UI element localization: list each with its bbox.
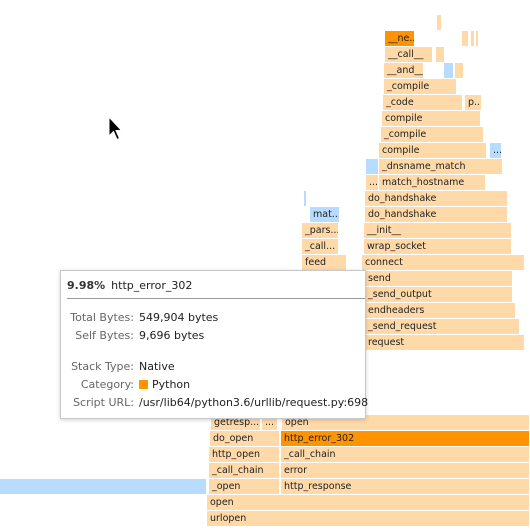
frame-_code[interactable]: _code: [383, 95, 463, 110]
frame-mat[interactable]: mat...: [310, 207, 340, 222]
frame-tiny-7[interactable]: [471, 31, 475, 46]
frame-tiny-6[interactable]: [462, 31, 469, 46]
frame-send[interactable]: send: [365, 271, 513, 286]
frame-compile-native[interactable]: ...: [490, 143, 502, 158]
frame-http_error_302[interactable]: http_error_302: [281, 431, 530, 446]
frame-tooltip: 9.98% http_error_302 Total Bytes: 549,904…: [60, 270, 369, 419]
frame-call-mid[interactable]: _call...: [302, 239, 339, 254]
frame-_call_chain-2[interactable]: _call_chain: [281, 447, 530, 462]
frame-urlopen[interactable]: urlopen: [207, 511, 530, 526]
frame-do_open[interactable]: do_open: [210, 431, 280, 446]
frame-send_request[interactable]: _send_request: [365, 319, 520, 334]
frame-ne[interactable]: __ne...: [385, 31, 415, 46]
tooltip-percentage: 9.98%: [67, 279, 106, 292]
frame-feed[interactable]: feed: [302, 255, 347, 270]
frame-match_hostname-dots[interactable]: ...: [366, 175, 379, 190]
frame-pars[interactable]: _pars...: [302, 223, 339, 238]
frame-compile-2[interactable]: compile: [382, 111, 481, 126]
frame-tiny-9[interactable]: [304, 191, 307, 206]
category-label: Category:: [80, 378, 134, 391]
frame-request[interactable]: request: [365, 335, 525, 350]
frame-tiny-8[interactable]: [476, 31, 479, 46]
frame-_call_chain-1[interactable]: _call_chain: [209, 463, 280, 478]
frame-and[interactable]: __and__: [384, 63, 424, 78]
frame-wrap_socket[interactable]: wrap_socket: [364, 239, 512, 254]
tooltip-stack-type-row: Stack Type: Native: [61, 360, 365, 376]
tooltip-header: 9.98% http_error_302: [67, 279, 192, 292]
mouse-pointer-icon: [108, 116, 122, 141]
frame-tiny-4[interactable]: [437, 15, 442, 30]
tooltip-total-bytes-row: Total Bytes: 549,904 bytes: [61, 311, 365, 327]
frame-open-native-left[interactable]: [0, 479, 207, 494]
frame-_compile-2[interactable]: _compile: [384, 79, 457, 94]
frame-error[interactable]: error: [281, 463, 530, 478]
frame-_compile-1[interactable]: _compile: [381, 127, 484, 142]
stack-type-label: Stack Type:: [71, 360, 134, 373]
frame-_open[interactable]: _open: [209, 479, 280, 494]
frame-call-top[interactable]: __call__: [385, 47, 433, 62]
frame-send_output[interactable]: _send_output: [365, 287, 513, 302]
frame-http_open[interactable]: http_open: [209, 447, 280, 462]
frame-tiny-5[interactable]: [436, 47, 445, 62]
frame-do_handshake-1[interactable]: do_handshake: [365, 207, 508, 222]
tooltip-category-row: Category: Python: [61, 378, 365, 394]
frame-tiny-2[interactable]: [455, 63, 464, 78]
script-url-label: Script URL:: [73, 396, 134, 409]
frame-match_hostname[interactable]: match_hostname: [379, 175, 486, 190]
frame-http_response[interactable]: http_response: [281, 479, 530, 494]
tooltip-self-bytes-row: Self Bytes: 9,696 bytes: [61, 329, 365, 345]
category-value-text: Python: [152, 378, 191, 391]
frame-connect[interactable]: connect: [362, 255, 525, 270]
stack-type-value: Native: [139, 360, 175, 373]
total-bytes-label: Total Bytes:: [70, 311, 134, 324]
frame-tiny-3[interactable]: [444, 63, 454, 78]
frame-init[interactable]: __init__: [364, 223, 512, 238]
total-bytes-value: 549,904 bytes: [139, 311, 219, 324]
frame-dnsname-native[interactable]: [366, 159, 379, 174]
tooltip-function-name: http_error_302: [111, 279, 193, 292]
self-bytes-value: 9,696 bytes: [139, 329, 205, 342]
frame-do_handshake-2[interactable]: do_handshake: [365, 191, 508, 206]
tooltip-divider: [67, 298, 365, 299]
script-url-value: /usr/lib64/python3.6/urllib/request.py:6…: [139, 396, 369, 409]
frame-compile-1[interactable]: compile: [379, 143, 487, 158]
frame-open-1[interactable]: open: [207, 495, 530, 510]
tooltip-script-url-row: Script URL: /usr/lib64/python3.6/urllib/…: [61, 396, 369, 412]
self-bytes-label: Self Bytes:: [75, 329, 134, 342]
python-category-swatch: [139, 380, 148, 389]
frame-endheaders[interactable]: endheaders: [365, 303, 516, 318]
category-value: Python: [139, 378, 190, 391]
frame-dnsname_match[interactable]: _dnsname_match: [379, 159, 503, 174]
frame-p-dots[interactable]: p...: [465, 95, 482, 110]
